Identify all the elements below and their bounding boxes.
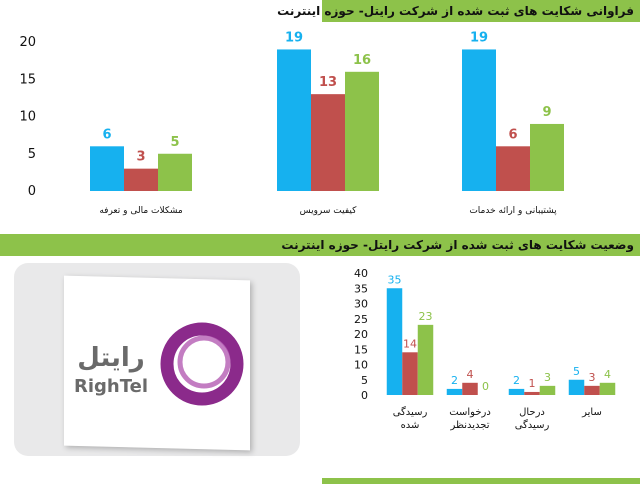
mid-chart-title: وضعیت شکایت های ثبت شده از شرکت رایتل- ح… (281, 238, 634, 252)
data-label: 1 (529, 377, 536, 390)
y-tick-label: 40 (354, 267, 368, 280)
data-label: 6 (508, 127, 517, 142)
data-label: 13 (319, 75, 337, 90)
data-label: 2 (451, 374, 458, 387)
y-tick-label: 5 (361, 374, 368, 387)
data-label: 35 (388, 273, 402, 286)
bar (584, 385, 600, 395)
bar (539, 385, 556, 395)
y-tick-label: 30 (354, 298, 368, 311)
data-label: 6 (102, 127, 111, 142)
data-label: 14 (403, 337, 417, 350)
y-tick-label: 5 (28, 147, 36, 162)
complaints-frequency-chart: 0 5 10 15 20 6 3 5 مشکلات مالی و تعرفه 19 13 16 کیفی… (19, 30, 564, 216)
logo-text-en: RighTel (74, 376, 148, 397)
bar (524, 391, 540, 395)
data-label: 3 (589, 371, 596, 384)
bar (311, 94, 345, 191)
data-label: 5 (573, 365, 580, 378)
bar (124, 168, 158, 191)
bar (446, 388, 463, 395)
y-tick-label: 35 (354, 282, 368, 295)
category-label: رسیدگی شده (393, 406, 428, 431)
top-title-band: فراوانی شکایت های ثبت شده از شرکت رایتل-… (277, 0, 640, 22)
bottom-band (322, 478, 640, 484)
y-tick-label: 10 (354, 359, 368, 372)
rightel-logo: رایتل RighTel (74, 322, 244, 406)
y-tick-label: 20 (354, 328, 368, 341)
category-label: درخواست تجدیدنظر (449, 407, 491, 431)
category-label: پشتیبانی و ارائه خدمات (469, 206, 557, 216)
y-tick-label: 25 (354, 313, 368, 326)
bar (599, 382, 616, 395)
data-label: 19 (470, 30, 488, 45)
data-label: 3 (136, 150, 145, 165)
y-tick-label: 10 (19, 110, 36, 125)
logo-ring-icon (160, 322, 244, 406)
data-label: 5 (170, 135, 179, 150)
top-chart-title: فراوانی شکایت های ثبت شده از شرکت رایتل-… (277, 4, 634, 18)
data-label: 9 (542, 105, 551, 120)
bar (568, 379, 585, 395)
bar (417, 324, 434, 395)
mid-title-band: وضعیت شکایت های ثبت شده از شرکت رایتل- ح… (0, 234, 640, 256)
bar (158, 153, 192, 191)
y-tick-label: 20 (19, 35, 36, 50)
bar (386, 288, 403, 395)
bar (277, 49, 311, 192)
bar (496, 146, 530, 191)
category-label: سایر (581, 407, 602, 418)
bar (462, 49, 496, 192)
logo-text-fa: رایتل (77, 343, 144, 373)
data-label: 16 (353, 53, 371, 68)
y-tick-label: 15 (19, 72, 36, 87)
data-label: 4 (604, 368, 611, 381)
bar (530, 123, 564, 191)
bar (402, 352, 418, 395)
bar (462, 382, 478, 395)
bar (90, 146, 124, 191)
category-label: مشکلات مالی و تعرفه (99, 206, 183, 216)
bar (508, 388, 525, 395)
y-tick-label: 0 (28, 184, 36, 199)
data-label: 3 (544, 371, 551, 384)
data-label: 19 (285, 30, 303, 45)
data-label: 0 (482, 380, 489, 393)
data-label: 23 (419, 310, 433, 323)
category-label: کیفیت سرویس (300, 206, 358, 216)
data-label: 2 (513, 374, 520, 387)
bar (345, 71, 379, 191)
data-label: 4 (467, 368, 474, 381)
y-tick-label: 0 (361, 389, 368, 402)
category-label: درحال رسیدگی (515, 407, 550, 431)
y-tick-label: 15 (354, 343, 368, 356)
